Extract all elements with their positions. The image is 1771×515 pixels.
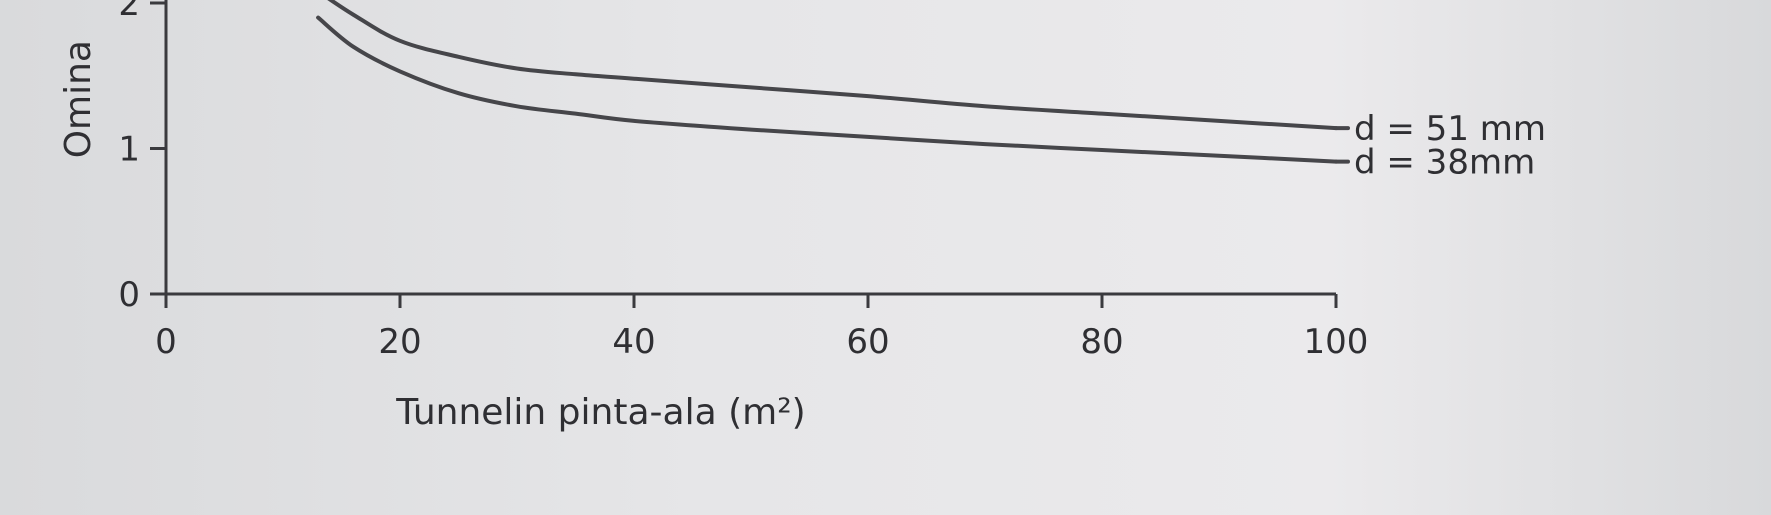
series-group: d = 51 mmd = 38mm <box>316 0 1546 183</box>
x-tick-label: 0 <box>155 322 177 362</box>
x-tick-label: 20 <box>378 322 421 362</box>
x-axis-title: Tunnelin pinta-ala (m²) <box>395 392 805 433</box>
series-line-1 <box>327 0 1338 131</box>
y-tick-label: 2 <box>118 0 140 24</box>
x-ticks: 0 20 40 60 80 100 <box>155 294 1368 362</box>
y-ticks: 0 1 2 <box>118 0 166 315</box>
y-axis-title: Omina <box>58 40 99 158</box>
series-label-1: d = 51 mm <box>1354 109 1546 149</box>
y-tick-label: 1 <box>118 130 140 170</box>
x-tick-label: 60 <box>846 322 889 362</box>
series-label-2: d = 38mm <box>1354 143 1535 183</box>
x-tick-label: 80 <box>1080 322 1123 362</box>
series-line-2 <box>316 15 1338 164</box>
y-axis-title-group: Omina <box>58 40 99 158</box>
x-tick-label: 40 <box>612 322 655 362</box>
x-tick-label: 100 <box>1304 322 1369 362</box>
y-tick-label: 0 <box>118 275 140 315</box>
